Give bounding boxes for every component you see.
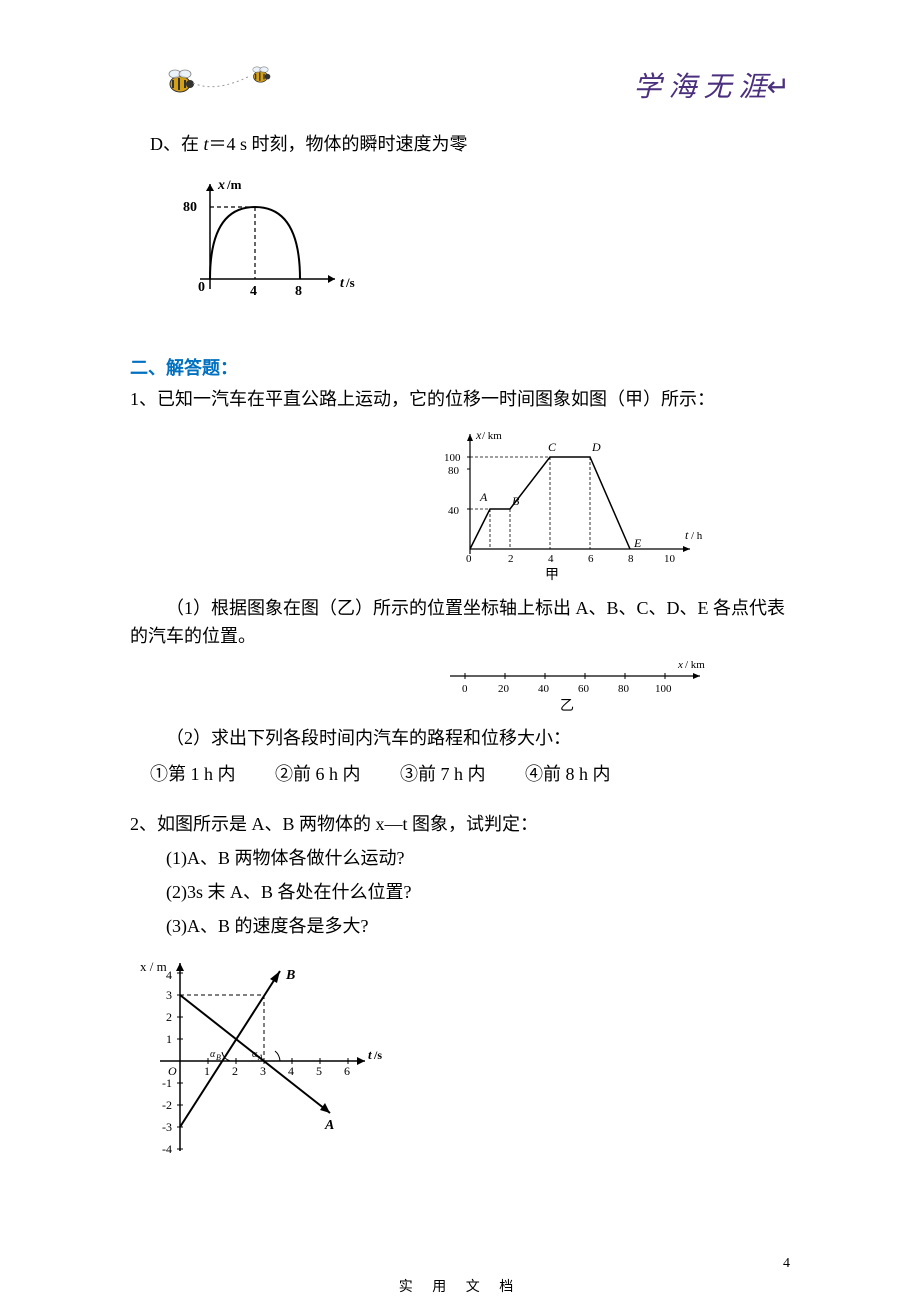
q2-sub3: (3)A、B 的速度各是多大? — [166, 912, 790, 941]
q1-part2: （2）求出下列各段时间内汽车的路程和位移大小： — [130, 724, 790, 753]
svg-text:40: 40 — [448, 505, 460, 517]
svg-text:t: t — [340, 276, 345, 291]
header-bees — [155, 58, 285, 108]
svg-text:-4: -4 — [162, 1142, 172, 1156]
svg-text:A: A — [479, 490, 488, 504]
svg-text:2: 2 — [166, 1010, 172, 1024]
svg-text:E: E — [633, 536, 642, 550]
svg-text:C: C — [548, 440, 557, 454]
option-d: D、在 t＝4 s 时刻，物体的瞬时速度为零 — [150, 130, 790, 159]
svg-text:B: B — [285, 968, 295, 983]
svg-text:A: A — [257, 1053, 263, 1062]
svg-text:乙: 乙 — [560, 698, 574, 714]
svg-text:O: O — [168, 1064, 177, 1078]
svg-text:x: x — [677, 659, 683, 671]
svg-text:/s: /s — [345, 275, 355, 290]
page-header: 学 海 无 涯↵ — [130, 60, 790, 110]
svg-text:20: 20 — [498, 683, 510, 695]
svg-text:0: 0 — [466, 553, 472, 565]
q2-sub2: (2)3s 末 A、B 各处在什么位置? — [166, 878, 790, 907]
svg-text:-3: -3 — [162, 1120, 172, 1134]
svg-text:x: x — [217, 178, 225, 193]
figure-q2: x / m t/s 1 2 3 4 -1 -2 -3 -4 1 2 3 4 5 … — [130, 951, 790, 1166]
x-tick-4: 4 — [250, 284, 257, 299]
y-tick-80: 80 — [183, 200, 197, 215]
figure-xt-parabola: x /m t /s 80 0 4 8 — [160, 169, 790, 314]
svg-text:x / m: x / m — [140, 959, 167, 974]
svg-text:8: 8 — [628, 553, 634, 565]
q1-stem: 1、已知一汽车在平直公路上运动，它的位移一时间图象如图（甲）所示： — [130, 385, 790, 414]
svg-text:t: t — [685, 528, 689, 542]
svg-text:-2: -2 — [162, 1098, 172, 1112]
svg-text:80: 80 — [618, 683, 630, 695]
svg-text:3: 3 — [166, 988, 172, 1002]
svg-text:40: 40 — [538, 683, 550, 695]
q1-subitems: ①第 1 h 内 ②前 6 h 内 ③前 7 h 内 ④前 8 h 内 — [150, 758, 790, 790]
svg-text:-1: -1 — [162, 1076, 172, 1090]
svg-text:1: 1 — [204, 1064, 210, 1078]
section-2-title: 二、解答题： — [130, 354, 790, 380]
svg-text:4: 4 — [288, 1064, 294, 1078]
footer-text: 实 用 文 档 — [0, 1276, 920, 1296]
svg-text:4: 4 — [166, 968, 172, 982]
header-watermark: 学 海 无 涯↵ — [634, 65, 790, 105]
svg-text:/ km: / km — [685, 659, 705, 671]
q2-sub1: (1)A、B 两物体各做什么运动? — [166, 844, 790, 873]
svg-text:10: 10 — [664, 553, 676, 565]
svg-text:/ h: / h — [691, 530, 703, 542]
svg-text:x: x — [475, 428, 482, 442]
svg-text:5: 5 — [316, 1064, 322, 1078]
svg-text:D: D — [591, 440, 601, 454]
x-tick-8: 8 — [295, 284, 302, 299]
svg-text:甲: 甲 — [545, 568, 559, 583]
svg-text:1: 1 — [166, 1032, 172, 1046]
svg-text:6: 6 — [344, 1064, 350, 1078]
svg-text:A: A — [324, 1118, 334, 1133]
q2-stem: 2、如图所示是 A、B 两物体的 x—t 图象，试判定： — [130, 810, 790, 839]
figure-yi: x / km 0 20 40 60 80 100 乙 — [130, 656, 790, 719]
svg-text:80: 80 — [448, 465, 460, 477]
svg-text:6: 6 — [588, 553, 594, 565]
page-number: 4 — [783, 1256, 790, 1272]
svg-text:0: 0 — [198, 280, 205, 295]
figure-jia: x/ km t / h 40 80 100 0 2 4 6 8 10 — [130, 419, 790, 589]
svg-text:2: 2 — [508, 553, 514, 565]
svg-text:B: B — [216, 1053, 221, 1062]
q1-part1: （1）根据图象在图（乙）所示的位置坐标轴上标出 A、B、C、D、E 各点代表的汽… — [130, 594, 790, 652]
svg-text:/m: /m — [226, 177, 242, 192]
svg-text:B: B — [512, 494, 520, 508]
svg-text:/s: /s — [373, 1048, 382, 1062]
svg-text:/ km: / km — [482, 430, 502, 442]
svg-text:2: 2 — [232, 1064, 238, 1078]
svg-text:100: 100 — [655, 683, 672, 695]
svg-text:t: t — [368, 1047, 372, 1062]
svg-text:4: 4 — [548, 553, 554, 565]
svg-text:60: 60 — [578, 683, 590, 695]
svg-text:100: 100 — [444, 452, 461, 464]
svg-text:3: 3 — [260, 1064, 266, 1078]
svg-text:0: 0 — [462, 683, 468, 695]
